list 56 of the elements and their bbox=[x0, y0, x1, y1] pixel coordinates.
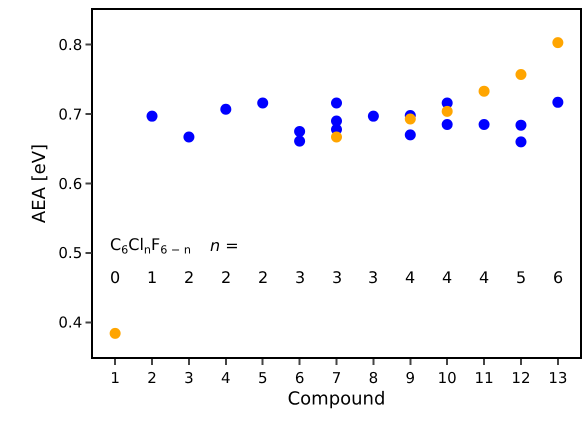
point bbox=[331, 98, 342, 108]
annotation: 2 bbox=[221, 268, 232, 287]
annotation: 4 bbox=[405, 268, 416, 287]
point bbox=[183, 132, 194, 142]
point bbox=[331, 132, 342, 142]
x-tick-label: 2 bbox=[147, 368, 157, 387]
x-axis-title: Compound bbox=[288, 388, 386, 410]
y-tick-label: 0.6 bbox=[58, 174, 82, 193]
point bbox=[368, 110, 379, 122]
point bbox=[478, 86, 490, 97]
x-tick-label: 13 bbox=[548, 368, 568, 387]
annotation: 2 bbox=[184, 268, 194, 287]
x-tick-label: 11 bbox=[474, 368, 494, 387]
x-tick-label: 1 bbox=[110, 368, 120, 387]
point bbox=[110, 328, 121, 339]
point bbox=[294, 126, 306, 137]
point bbox=[442, 106, 453, 117]
point bbox=[146, 110, 158, 122]
annotation: 6 bbox=[553, 268, 564, 287]
point bbox=[257, 98, 268, 108]
x-tick-label: 9 bbox=[406, 368, 416, 387]
x-tick-label: 7 bbox=[332, 368, 342, 387]
annotation: n = bbox=[210, 236, 239, 255]
annotation: 4 bbox=[442, 268, 452, 287]
point bbox=[552, 96, 564, 108]
point bbox=[515, 69, 526, 80]
x-tick-label: 8 bbox=[368, 368, 378, 387]
y-axis-title: AEA [eV] bbox=[29, 144, 50, 224]
annotation: 0 bbox=[110, 268, 120, 287]
y-tick-label: 0.5 bbox=[58, 244, 82, 262]
y-tick-label: 0.7 bbox=[58, 105, 82, 124]
annotation: 5 bbox=[516, 268, 526, 287]
x-tick-label: 12 bbox=[511, 368, 531, 387]
annotation: 3 bbox=[368, 268, 378, 287]
x-tick-label: 6 bbox=[294, 368, 304, 387]
y-tick-label: 0.8 bbox=[58, 36, 82, 54]
x-tick-label: 10 bbox=[438, 368, 457, 387]
annotation: 2 bbox=[258, 268, 268, 287]
annotation: C$_{6}$Cl$_{n}$F$_{6 − n}$ bbox=[110, 235, 191, 256]
point bbox=[294, 136, 306, 147]
point bbox=[442, 119, 453, 130]
x-tick-label: 3 bbox=[184, 368, 194, 387]
y-tick-label: 0.4 bbox=[58, 314, 82, 332]
point bbox=[515, 136, 526, 148]
x-tick-label: 4 bbox=[221, 368, 231, 387]
point bbox=[404, 113, 416, 124]
annotation: 1 bbox=[147, 268, 158, 287]
point bbox=[478, 119, 490, 130]
point bbox=[404, 129, 416, 140]
point bbox=[515, 120, 526, 131]
point bbox=[220, 104, 232, 115]
annotation: 4 bbox=[479, 268, 490, 287]
annotation: 3 bbox=[332, 268, 342, 287]
annotation: 3 bbox=[295, 268, 306, 287]
x-tick-label: 5 bbox=[258, 368, 268, 387]
point bbox=[552, 37, 564, 48]
